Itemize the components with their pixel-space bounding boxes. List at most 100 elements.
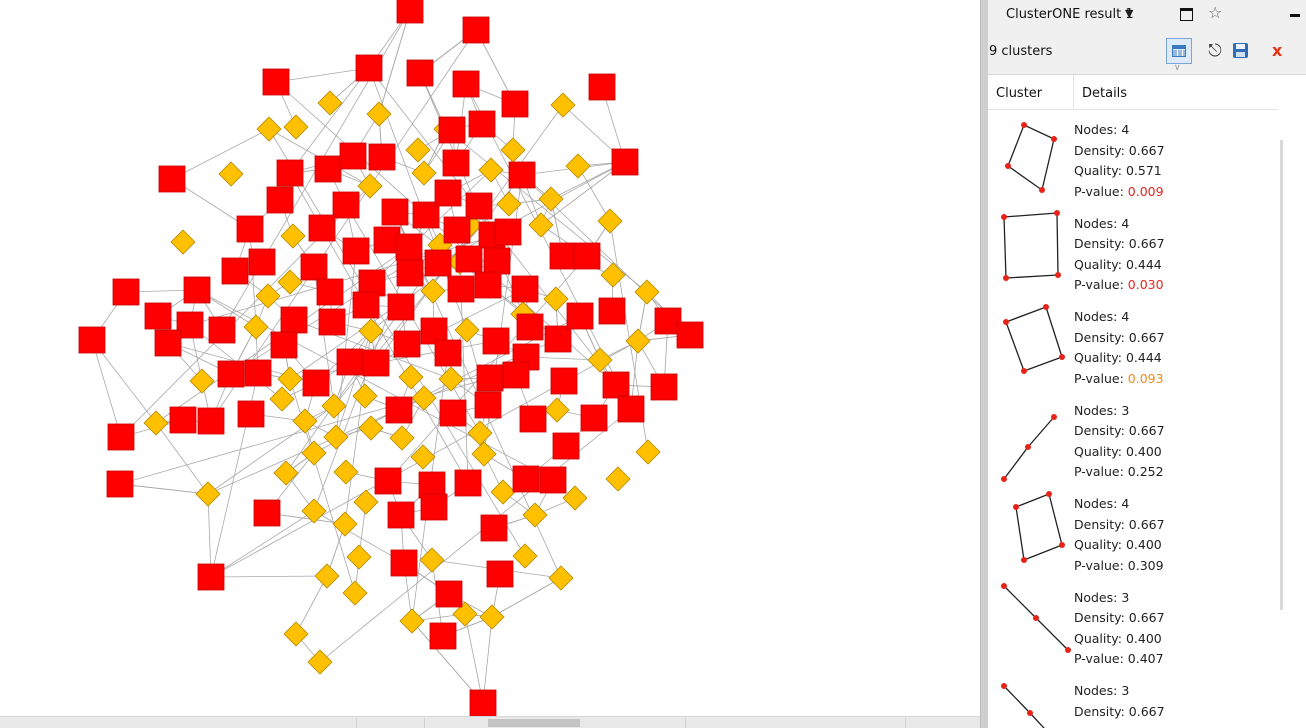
column-header-cluster[interactable]: Cluster bbox=[996, 86, 1043, 101]
diamond-node[interactable] bbox=[398, 364, 424, 390]
diamond-node[interactable] bbox=[170, 229, 196, 255]
square-node[interactable] bbox=[429, 622, 457, 650]
chevron-down-icon[interactable]: ▼ bbox=[1125, 7, 1134, 20]
diamond-node[interactable] bbox=[597, 208, 623, 234]
scrollbar-thumb[interactable] bbox=[1280, 140, 1283, 610]
diamond-node[interactable] bbox=[479, 604, 505, 630]
square-node[interactable] bbox=[424, 249, 452, 277]
square-node[interactable] bbox=[270, 331, 298, 359]
square-node[interactable] bbox=[511, 275, 539, 303]
square-node[interactable] bbox=[494, 218, 522, 246]
square-node[interactable] bbox=[144, 302, 172, 330]
diamond-node[interactable] bbox=[358, 318, 384, 344]
square-node[interactable] bbox=[302, 369, 330, 397]
square-node[interactable] bbox=[420, 493, 448, 521]
cluster-row[interactable]: Nodes: 4 Density: 0.667 Quality: 0.444 P-va… bbox=[988, 297, 1278, 390]
square-node[interactable] bbox=[387, 501, 415, 529]
square-node[interactable] bbox=[435, 580, 463, 608]
square-node[interactable] bbox=[336, 348, 364, 376]
cluster-row[interactable]: Nodes: 4 Density: 0.667 Quality: 0.400 P-va… bbox=[988, 484, 1278, 577]
diamond-node[interactable] bbox=[273, 460, 299, 486]
square-node[interactable] bbox=[552, 432, 580, 460]
diamond-node[interactable] bbox=[496, 191, 522, 217]
square-node[interactable] bbox=[183, 276, 211, 304]
square-node[interactable] bbox=[406, 59, 434, 87]
square-node[interactable] bbox=[393, 330, 421, 358]
diamond-node[interactable] bbox=[438, 366, 464, 392]
square-node[interactable] bbox=[438, 116, 466, 144]
diamond-node[interactable] bbox=[353, 489, 379, 515]
square-node[interactable] bbox=[169, 406, 197, 434]
square-node[interactable] bbox=[362, 349, 390, 377]
diamond-node[interactable] bbox=[143, 410, 169, 436]
cluster-list[interactable]: Nodes: 4 Density: 0.667 Quality: 0.571 P-va… bbox=[988, 110, 1278, 728]
binoculars-icon[interactable]: ⎋ bbox=[1208, 41, 1222, 61]
diamond-node[interactable] bbox=[321, 393, 347, 419]
cluster-row[interactable]: Nodes: 4 Density: 0.667 Quality: 0.571 P-va… bbox=[988, 110, 1278, 203]
square-node[interactable] bbox=[580, 404, 608, 432]
square-node[interactable] bbox=[385, 396, 413, 424]
diamond-node[interactable] bbox=[522, 502, 548, 528]
diamond-node[interactable] bbox=[346, 544, 372, 570]
square-node[interactable] bbox=[465, 192, 493, 220]
diamond-node[interactable] bbox=[548, 565, 574, 591]
diamond-node[interactable] bbox=[538, 186, 564, 212]
cluster-row[interactable]: Nodes: 3 Density: 0.667 Quality: 0.400 P-va… bbox=[988, 578, 1278, 671]
square-node[interactable] bbox=[588, 73, 616, 101]
square-node[interactable] bbox=[352, 291, 380, 319]
square-node[interactable] bbox=[318, 308, 346, 336]
diamond-node[interactable] bbox=[358, 415, 384, 441]
save-icon[interactable] bbox=[1228, 38, 1254, 64]
square-node[interactable] bbox=[483, 247, 511, 275]
float-window-icon[interactable] bbox=[1180, 8, 1193, 21]
square-node[interactable] bbox=[549, 242, 577, 270]
square-node[interactable] bbox=[78, 326, 106, 354]
square-node[interactable] bbox=[332, 191, 360, 219]
square-node[interactable] bbox=[237, 400, 265, 428]
square-node[interactable] bbox=[502, 361, 530, 389]
cluster-row[interactable]: Nodes: 4 Density: 0.667 Quality: 0.444 P-va… bbox=[988, 204, 1278, 297]
square-node[interactable] bbox=[474, 271, 502, 299]
square-node[interactable] bbox=[374, 467, 402, 495]
square-node[interactable] bbox=[368, 143, 396, 171]
diamond-node[interactable] bbox=[528, 212, 554, 238]
cluster-row[interactable]: Nodes: 3 Density: 0.667 bbox=[988, 671, 1278, 728]
diamond-node[interactable] bbox=[357, 173, 383, 199]
diamond-node[interactable] bbox=[189, 368, 215, 394]
network-graph[interactable] bbox=[0, 0, 980, 716]
diamond-node[interactable] bbox=[317, 90, 343, 116]
diamond-node[interactable] bbox=[256, 116, 282, 142]
diamond-node[interactable] bbox=[292, 408, 318, 434]
square-node[interactable] bbox=[316, 278, 344, 306]
square-node[interactable] bbox=[443, 216, 471, 244]
square-node[interactable] bbox=[447, 275, 475, 303]
square-node[interactable] bbox=[617, 395, 645, 423]
square-node[interactable] bbox=[253, 499, 281, 527]
square-node[interactable] bbox=[395, 233, 423, 261]
diamond-node[interactable] bbox=[389, 425, 415, 451]
pin-icon[interactable]: ☆ bbox=[1208, 3, 1223, 22]
diamond-node[interactable] bbox=[352, 383, 378, 409]
square-node[interactable] bbox=[300, 253, 328, 281]
square-node[interactable] bbox=[611, 148, 639, 176]
square-node[interactable] bbox=[480, 514, 508, 542]
diamond-node[interactable] bbox=[399, 608, 425, 634]
square-node[interactable] bbox=[355, 54, 383, 82]
diamond-node[interactable] bbox=[452, 601, 478, 627]
square-node[interactable] bbox=[396, 0, 424, 24]
square-node[interactable] bbox=[474, 391, 502, 419]
square-node[interactable] bbox=[262, 68, 290, 96]
diamond-node[interactable] bbox=[333, 459, 359, 485]
diamond-node[interactable] bbox=[543, 286, 569, 312]
square-node[interactable] bbox=[244, 359, 272, 387]
square-node[interactable] bbox=[107, 423, 135, 451]
square-node[interactable] bbox=[434, 339, 462, 367]
square-node[interactable] bbox=[501, 90, 529, 118]
square-node[interactable] bbox=[236, 215, 264, 243]
square-node[interactable] bbox=[650, 373, 678, 401]
close-icon[interactable]: x bbox=[1272, 41, 1283, 60]
diamond-node[interactable] bbox=[342, 580, 368, 606]
square-node[interactable] bbox=[106, 470, 134, 498]
diamond-node[interactable] bbox=[565, 153, 591, 179]
column-header-details[interactable]: Details bbox=[1082, 86, 1128, 101]
